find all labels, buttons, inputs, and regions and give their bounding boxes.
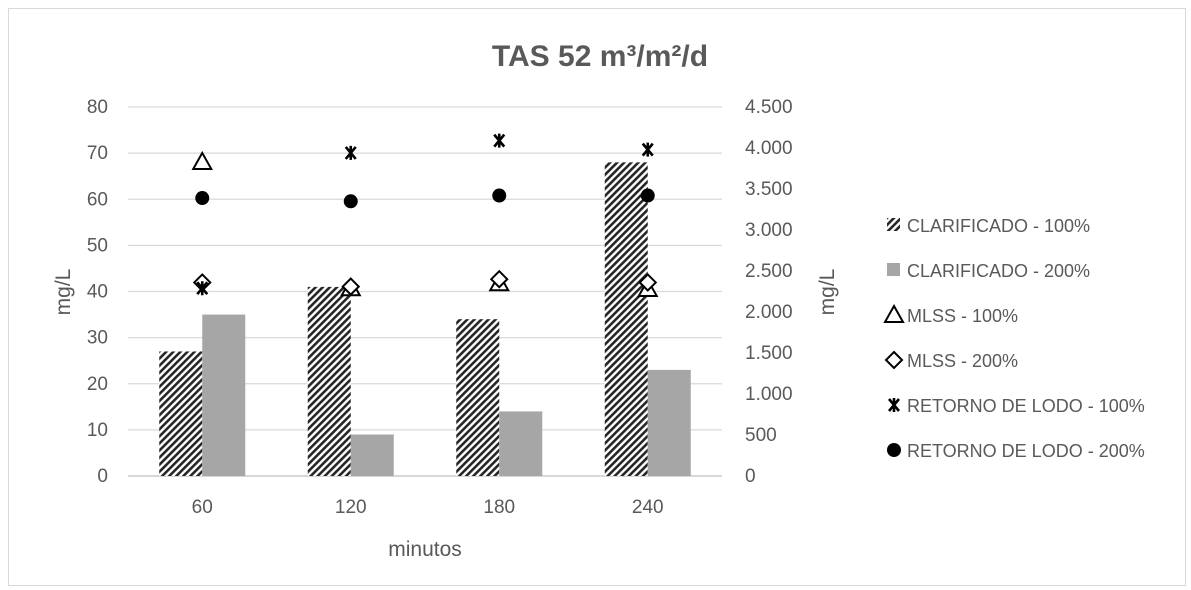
x-axis: 60 120 180 240: [192, 497, 664, 518]
legend-label: MLSS - 100%: [907, 306, 1018, 326]
y2-tick-label: 2.500: [745, 261, 793, 282]
legend-marker: [883, 303, 905, 323]
legend-label: CLARIFICADO - 100%: [907, 216, 1090, 236]
chart-title: TAS 52 m³/m²/d: [492, 40, 708, 73]
bar-clarificado-100: [159, 351, 203, 476]
legend: CLARIFICADO - 100% CLARIFICADO - 200% MLSS…: [883, 216, 1145, 461]
bar-clarificado-200: [350, 434, 394, 476]
legend-marker: [887, 443, 901, 457]
legend-item: MLSS - 100%: [883, 303, 1018, 326]
y-tick-label: 0: [97, 466, 108, 487]
y2-tick-label: 1.500: [745, 343, 793, 364]
x-axis-label: minutos: [388, 538, 462, 561]
bar-clarificado-200: [202, 314, 246, 476]
marker-star: [344, 145, 357, 160]
y-axis-right: 0 500 1.000 1.500 2.000 2.500 3.000 3.500 4.000 4…: [745, 97, 793, 487]
y-tick-label: 50: [87, 235, 108, 256]
legend-label: MLSS - 200%: [907, 351, 1018, 371]
legend-item: CLARIFICADO - 100%: [887, 216, 1090, 236]
x-tick-label: 60: [192, 497, 213, 518]
marker-star: [493, 133, 506, 148]
legend-item: RETORNO DE LODO - 100%: [888, 396, 1145, 416]
legend-swatch: [887, 263, 900, 276]
y-axis-left: 0 10 20 30 40 50 60 70 80: [87, 97, 108, 487]
bar-clarificado-200: [647, 369, 691, 476]
y2-tick-label: 0: [745, 466, 756, 487]
legend-item: RETORNO DE LODO - 200%: [887, 441, 1145, 461]
marker-diamond: [341, 277, 361, 296]
marker-diamond: [489, 269, 509, 289]
y2-tick-label: 3.500: [745, 179, 793, 200]
marker-circle: [492, 188, 507, 203]
bar-clarificado-100: [456, 319, 500, 476]
y-tick-label: 30: [87, 328, 108, 349]
marker-circle: [343, 194, 358, 209]
y-axis-left-label: mg/L: [52, 269, 75, 316]
markers: [191, 133, 659, 298]
x-tick-label: 120: [335, 497, 367, 518]
marker-diamond: [638, 273, 658, 292]
y2-tick-label: 4.500: [745, 97, 793, 118]
x-tick-label: 240: [632, 497, 664, 518]
y-tick-label: 40: [87, 282, 108, 303]
y2-tick-label: 500: [745, 425, 777, 446]
chart-frame: [8, 8, 1186, 586]
y2-tick-label: 4.000: [745, 138, 793, 159]
y-tick-label: 60: [87, 189, 108, 210]
y-tick-label: 70: [87, 143, 108, 164]
legend-swatch: [887, 218, 900, 231]
x-tick-label: 180: [483, 497, 515, 518]
bar-clarificado-100: [307, 286, 351, 476]
y-axis-right-label: mg/L: [816, 269, 839, 316]
legend-marker: [888, 398, 900, 412]
y2-tick-label: 1.000: [745, 384, 793, 405]
bar-clarificado-100: [604, 162, 648, 476]
legend-label: CLARIFICADO - 200%: [907, 261, 1090, 281]
legend-label: RETORNO DE LODO - 100%: [907, 396, 1145, 416]
y-tick-label: 80: [87, 97, 108, 118]
marker-triangle: [191, 150, 213, 170]
y2-tick-label: 3.000: [745, 220, 793, 241]
bar-clarificado-200: [499, 411, 543, 476]
bars: [159, 162, 691, 476]
marker-star: [196, 281, 209, 296]
marker-circle: [640, 188, 655, 203]
y-tick-label: 20: [87, 374, 108, 395]
legend-marker: [884, 350, 904, 370]
marker-star: [641, 142, 654, 157]
y2-tick-label: 2.000: [745, 302, 793, 323]
legend-item: CLARIFICADO - 200%: [887, 261, 1090, 281]
legend-item: MLSS - 200%: [884, 350, 1018, 371]
legend-label: RETORNO DE LODO - 200%: [907, 441, 1145, 461]
y-tick-label: 10: [87, 420, 108, 441]
marker-circle: [195, 191, 210, 206]
